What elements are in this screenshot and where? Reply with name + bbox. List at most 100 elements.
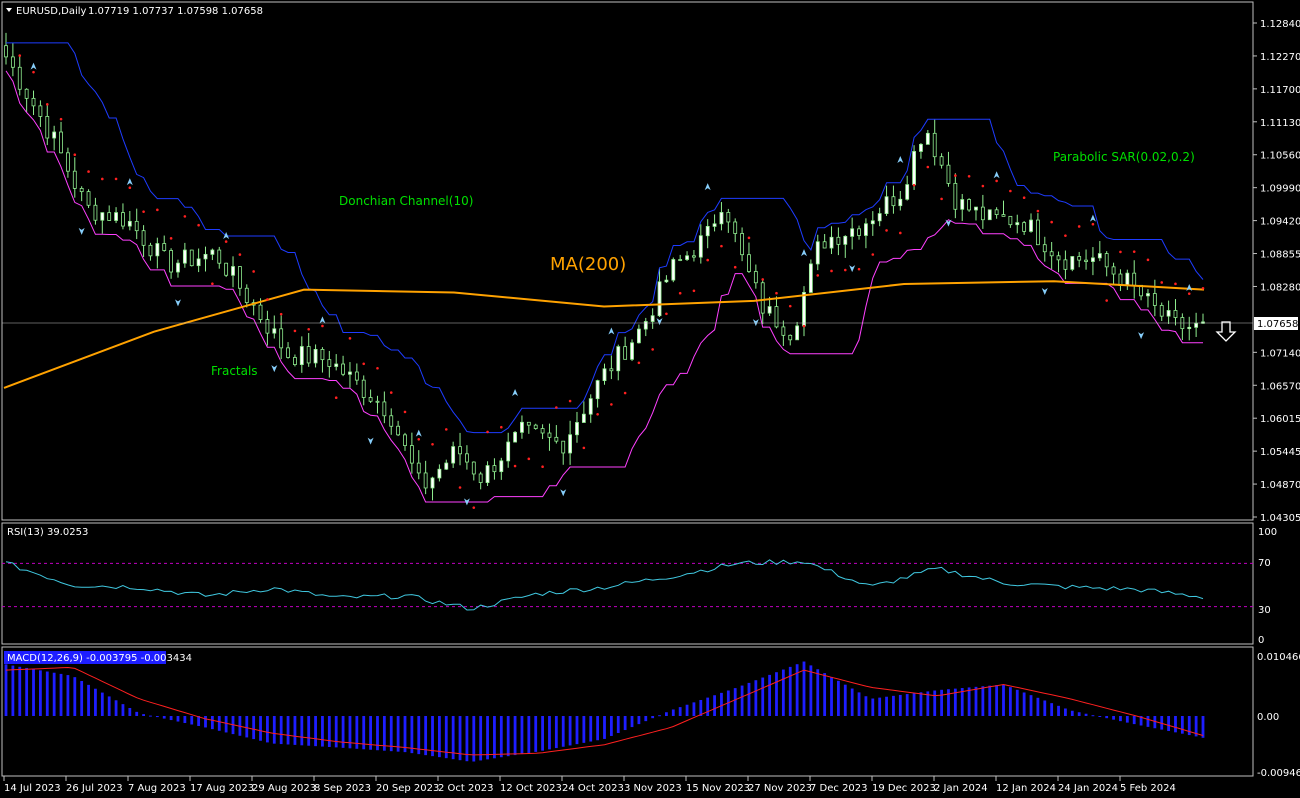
macd-histogram-bar [823,673,827,716]
fractal-marker [126,178,133,186]
psar-dot [912,183,916,187]
candle-body [286,347,290,358]
candle-body [1104,253,1109,268]
candle-body [313,349,318,364]
ma200-line [3,280,1205,389]
candle-body [409,445,414,464]
psar-dot [816,274,820,277]
macd-histogram-bar [616,716,620,734]
candle-body [299,346,304,365]
x-tick-label: 24 Jan 2024 [1058,783,1118,794]
psar-dot [114,177,118,181]
price-panel-frame [1,1,1254,521]
candle-body [664,279,669,283]
psar-dot [899,231,902,235]
current-price-box [1254,317,1298,330]
macd-histogram-bar [919,692,923,716]
candle-body [169,250,174,273]
macd-histogram-bar [25,667,29,716]
x-tick-label: 20 Sep 2023 [376,783,439,794]
macd-histogram-bar [802,661,806,716]
psar-dot [238,253,242,256]
macd-title: MACD(12,26,9) -0.003795 -0.003434 [7,653,192,664]
candle-body [375,400,380,403]
candle-body [581,413,586,423]
macd-histogram-bar [878,697,882,716]
macd-histogram-bar [596,716,600,741]
psar-dot [1036,209,1040,213]
fractal-marker [271,365,278,373]
candle-body [141,230,146,246]
dropdown-triangle-icon[interactable] [6,8,12,12]
price-tick-label: 1.05445 [1260,447,1300,458]
macd-histogram-bar [80,681,84,716]
macd-histogram-bar [1132,716,1136,725]
macd-histogram-bar [4,664,8,716]
candle-body [774,306,779,328]
candle-body [1118,273,1123,286]
macd-histogram-bar [424,716,428,756]
candle-body [726,212,731,223]
psar-dot [871,253,875,256]
candle-body [740,233,744,256]
macd-histogram-bar [548,716,551,750]
macd-histogram-bar [486,716,489,760]
macd-histogram-bar [245,716,249,738]
macd-histogram-bar [651,716,655,719]
candle-body [705,226,710,237]
candle-body [217,249,222,264]
candle-body [767,306,772,314]
macd-histogram-bar [437,716,441,758]
macd-histogram-bar [692,702,696,716]
candle-body [822,241,827,249]
macd-histogram-bar [768,674,772,716]
candle-body [1166,310,1171,317]
candle-body [808,263,813,293]
macd-histogram-bar [720,692,723,716]
macd-histogram-bar [836,680,840,716]
psar-dot [142,210,145,213]
candle-body [685,255,689,260]
candle-body [1146,293,1150,297]
candle-body [341,363,345,375]
macd-histogram-bar [809,665,813,716]
psar-dot [747,236,751,240]
fractal-marker [223,231,230,239]
candle-body [1097,253,1102,259]
candle-body [719,212,724,225]
candle-body [671,259,676,281]
psar-dot [472,506,476,509]
psar-dot [720,244,723,248]
candle-body [471,461,476,475]
psar-dot [348,337,352,340]
candle-body [79,188,84,193]
macd-histogram-bar [259,716,262,741]
price-tick-label: 1.09420 [1260,217,1300,228]
fractal-marker [463,498,470,506]
macd-histogram-bar [967,687,971,716]
candle-body [877,213,882,222]
candle-body [829,236,834,249]
psar-dot [1132,250,1136,253]
candle-body [189,249,194,267]
candle-body [960,199,965,210]
down-arrow-icon [1215,321,1237,342]
donchian-lower-line [5,70,1203,503]
psar-dot [59,117,63,121]
macd-histogram-bar [1029,695,1033,716]
candle-body [540,428,545,434]
macd-histogram-bar [637,716,641,725]
macd-histogram-bar [871,698,875,716]
candle-body [1029,219,1033,232]
macd-histogram-bar [1098,716,1102,717]
macd-histogram-bar [252,716,256,740]
candle-body [919,143,923,152]
candle-body [891,196,896,207]
x-tick-label: 24 Oct 2023 [562,783,624,794]
macd-histogram-bar [995,685,999,716]
candle-body [196,258,201,267]
fractal-marker [752,319,759,327]
candle-body [451,446,456,464]
price-tick-label: 1.12270 [1260,52,1300,63]
macd-histogram-bar [816,669,820,716]
